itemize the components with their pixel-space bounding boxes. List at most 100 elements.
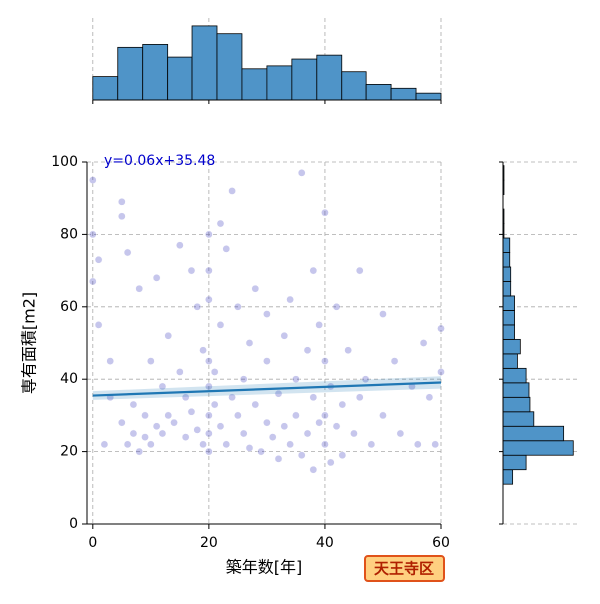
- point: [274, 389, 283, 398]
- point: [205, 230, 213, 239]
- histogram-bar: [502, 281, 512, 297]
- point: [355, 266, 364, 275]
- histogram-bar: [502, 367, 527, 384]
- point: [176, 368, 184, 376]
- point: [117, 197, 126, 206]
- badge-box: [364, 555, 445, 582]
- point: [181, 433, 190, 441]
- y-tick-label: 80: [60, 226, 78, 242]
- point: [216, 321, 225, 329]
- point: [205, 295, 213, 304]
- point: [396, 429, 405, 438]
- point: [268, 433, 277, 441]
- point: [379, 310, 387, 318]
- point: [379, 411, 387, 420]
- histogram-bar: [502, 310, 515, 326]
- point: [280, 422, 289, 431]
- point: [309, 465, 318, 474]
- point: [164, 411, 173, 420]
- histogram-bar: [216, 33, 243, 101]
- point: [117, 212, 126, 221]
- x-axis-label: 築年数[年]: [226, 558, 303, 577]
- point: [187, 266, 196, 275]
- point: [170, 418, 178, 427]
- point: [210, 368, 219, 376]
- point: [263, 418, 271, 427]
- point: [176, 241, 184, 250]
- histogram-bar: [167, 56, 193, 101]
- histogram-bar: [191, 25, 218, 101]
- histogram-bar: [341, 71, 367, 101]
- point: [309, 266, 318, 275]
- point: [228, 187, 236, 195]
- regression-line: [92, 381, 442, 397]
- point: [193, 302, 202, 311]
- histogram-bar: [502, 382, 530, 398]
- point: [216, 422, 225, 431]
- point: [129, 400, 138, 409]
- point: [216, 219, 225, 228]
- point: [222, 440, 231, 449]
- histogram-bar: [390, 87, 417, 101]
- point: [286, 440, 294, 449]
- point: [321, 357, 329, 365]
- point: [129, 429, 138, 438]
- point: [361, 375, 370, 384]
- histogram-bar: [502, 353, 518, 369]
- point: [280, 331, 289, 340]
- point: [187, 407, 196, 416]
- point: [210, 400, 219, 409]
- histogram-bar: [502, 324, 515, 340]
- point: [239, 429, 248, 438]
- point: [123, 440, 132, 449]
- point: [135, 284, 144, 293]
- point: [338, 400, 347, 409]
- y-tick-label: 100: [51, 154, 78, 170]
- point: [297, 169, 306, 177]
- point: [106, 357, 115, 365]
- histogram-bar: [502, 425, 565, 442]
- point: [413, 440, 422, 449]
- point: [152, 273, 161, 282]
- point: [251, 400, 260, 409]
- histogram-bar: [316, 54, 343, 101]
- histogram-bar: [502, 396, 531, 413]
- point: [158, 429, 167, 438]
- point: [292, 411, 300, 420]
- histogram-bar: [92, 76, 119, 101]
- point: [158, 382, 167, 391]
- point: [286, 295, 294, 304]
- point: [205, 411, 213, 420]
- histogram-bar: [415, 92, 442, 101]
- point: [205, 266, 213, 275]
- histogram-bar: [502, 469, 514, 485]
- point: [205, 357, 213, 365]
- x-tick-label: 40: [316, 535, 334, 551]
- x-tick-label: 20: [200, 535, 218, 551]
- point: [437, 324, 445, 333]
- histogram-bar: [502, 252, 511, 268]
- y-tick-label: 40: [60, 371, 78, 387]
- point: [332, 302, 341, 311]
- point: [152, 422, 161, 431]
- point: [274, 454, 283, 463]
- histogram-bar: [502, 295, 515, 311]
- point: [239, 375, 248, 384]
- point: [205, 382, 213, 391]
- point: [321, 208, 329, 217]
- point: [193, 426, 202, 434]
- point: [135, 447, 144, 456]
- point: [309, 393, 318, 402]
- point: [338, 451, 347, 460]
- histogram-bar: [502, 411, 535, 427]
- point: [315, 418, 323, 427]
- x-tick-label: 0: [88, 535, 97, 551]
- point: [88, 176, 97, 184]
- point: [164, 331, 173, 340]
- point: [222, 245, 231, 253]
- x-tick-label: 60: [432, 535, 450, 551]
- point: [228, 393, 236, 402]
- histogram-bar: [241, 68, 268, 101]
- histogram-bar: [502, 266, 512, 282]
